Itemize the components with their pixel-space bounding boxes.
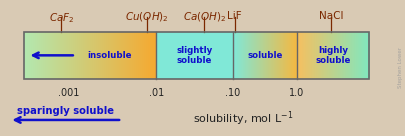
Text: $Ca(OH)_{2}$: $Ca(OH)_{2}$ [183, 11, 227, 24]
Text: insoluble: insoluble [87, 51, 132, 60]
Text: .10: .10 [225, 88, 240, 98]
Text: 1.0: 1.0 [290, 88, 305, 98]
Text: NaCl: NaCl [319, 11, 343, 21]
Text: .01: .01 [149, 88, 164, 98]
Text: .001: .001 [58, 88, 80, 98]
Bar [23, 32, 369, 79]
Text: Stephen Lower: Stephen Lower [398, 47, 403, 89]
Text: soluble: soluble [247, 51, 283, 60]
Text: $CaF_{2}$: $CaF_{2}$ [49, 11, 75, 24]
Text: slightly
soluble: slightly soluble [176, 46, 213, 65]
Text: solubility, mol L$^{-1}$: solubility, mol L$^{-1}$ [192, 109, 293, 128]
Text: highly
soluble: highly soluble [315, 46, 351, 65]
Text: LiF: LiF [227, 11, 242, 21]
Text: sparingly soluble: sparingly soluble [17, 106, 115, 116]
Text: $Cu(OH)_{2}$: $Cu(OH)_{2}$ [126, 11, 169, 24]
